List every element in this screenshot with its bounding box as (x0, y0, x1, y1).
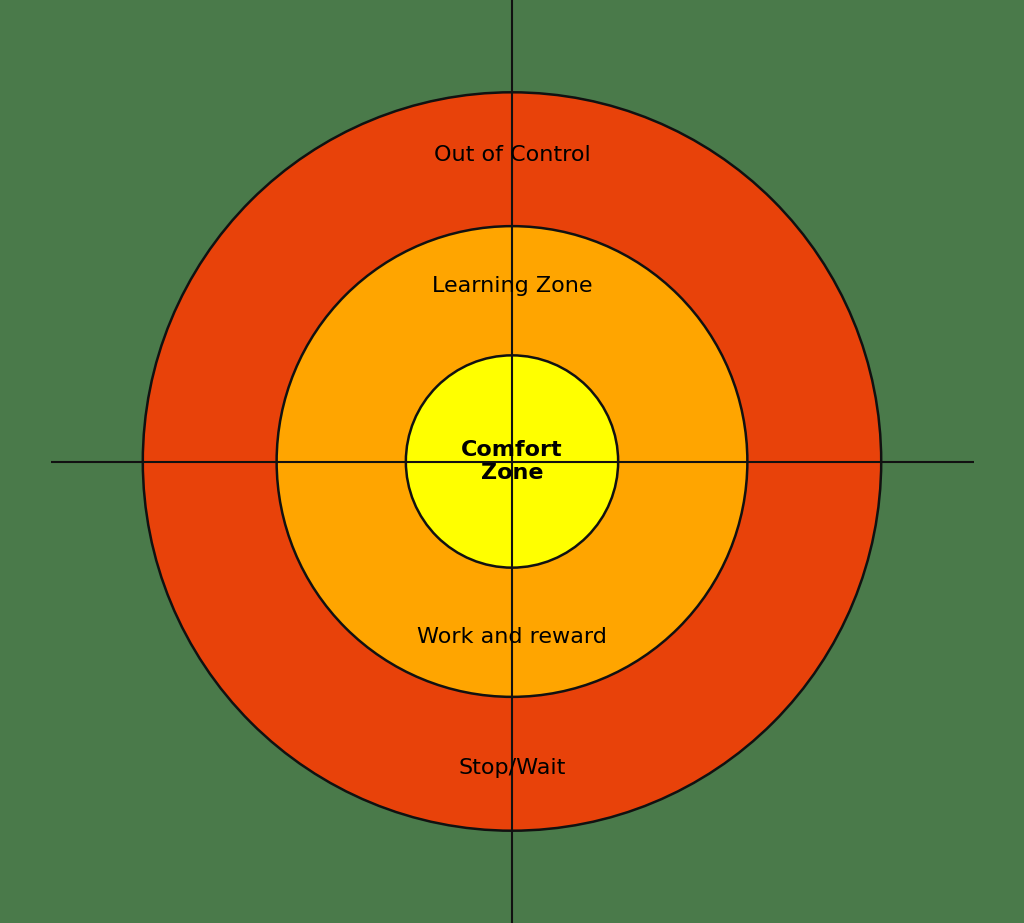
Text: Work and reward: Work and reward (417, 627, 607, 647)
Text: Learning Zone: Learning Zone (432, 276, 592, 296)
Text: Out of Control: Out of Control (433, 145, 591, 164)
Text: Stop/Wait: Stop/Wait (459, 759, 565, 778)
Circle shape (142, 92, 882, 831)
Circle shape (406, 355, 618, 568)
Circle shape (276, 226, 748, 697)
Text: Comfort
Zone: Comfort Zone (461, 440, 563, 483)
